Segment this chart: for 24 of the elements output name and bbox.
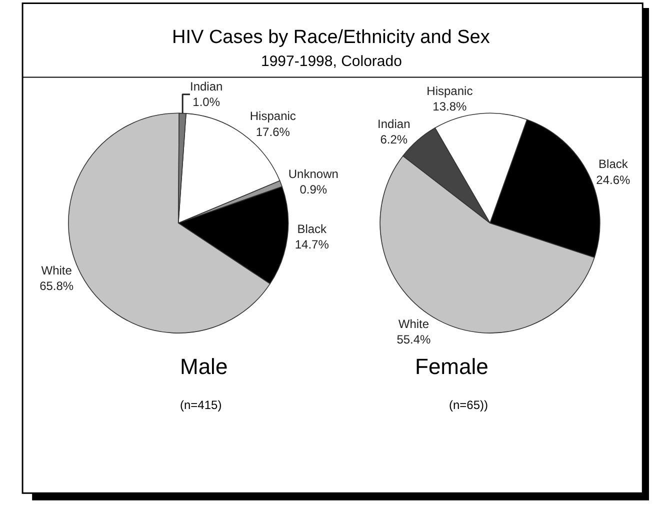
slice-label: Black [598, 157, 629, 172]
data-label: 65.8% [40, 278, 74, 293]
data-label: 17.6% [256, 124, 290, 139]
text: Female [415, 354, 488, 379]
slice-label: Indian [190, 80, 223, 94]
text: Male [180, 354, 228, 379]
data-label: 0.9% [300, 182, 328, 197]
slice-label: Black [297, 222, 328, 236]
text: (n=65)) [449, 398, 488, 412]
data-label: 1.0% [192, 95, 220, 110]
slice-label: Hispanic [426, 84, 473, 98]
data-label: 14.7% [294, 238, 330, 252]
data-label: 13.8% [432, 100, 468, 114]
chart-subtitle: 1997-1998, Colorado [261, 53, 402, 70]
data-label: 6.2% [380, 132, 408, 147]
slice-label: Hispanic [250, 109, 296, 124]
slice-label: Indian [378, 117, 410, 132]
slice-label: Unknown [288, 166, 338, 181]
text: (n=415) [180, 398, 222, 412]
data-label: 24.6% [596, 172, 631, 187]
chart-title: HIV Cases by Race/Ethnicity and Sex [172, 27, 490, 48]
slice-label: White [398, 316, 430, 331]
data-label: 55.4% [396, 332, 432, 347]
slice-label: White [41, 263, 72, 278]
